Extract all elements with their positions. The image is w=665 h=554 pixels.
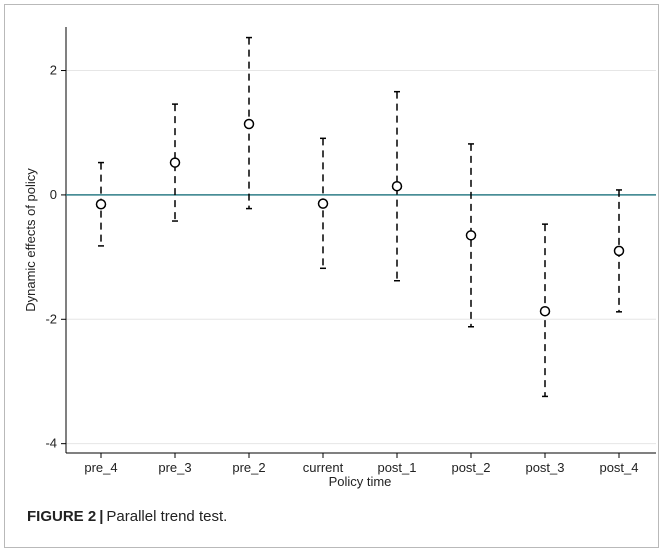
chart: 2 0 -2 -4 pre_4 pre_3 pre_2 current post_1 post_2…	[23, 27, 656, 489]
point-estimate	[317, 198, 329, 209]
point-estimate	[391, 180, 403, 192]
grid-lines	[66, 70, 656, 445]
caption-text: Parallel trend test.	[106, 508, 228, 525]
point-estimate	[539, 305, 551, 317]
tick-labels: 2 0 -2 -4 pre_4 pre_3 pre_2 current post_1 post_2…	[45, 63, 638, 475]
x-tick-label: pre_4	[84, 460, 117, 475]
y-tick-label: 0	[50, 187, 57, 202]
point-estimate	[243, 118, 255, 130]
figure-label: FIGURE 2	[27, 508, 97, 525]
x-tick-label: pre_2	[232, 460, 265, 475]
figure-frame: 2 0 -2 -4 pre_4 pre_3 pre_2 current post_1 post_2…	[4, 4, 659, 548]
x-tick-label: post_3	[525, 460, 564, 475]
x-tick-label: post_4	[599, 460, 638, 475]
x-tick-label: post_1	[377, 460, 416, 475]
y-tick-label: -2	[45, 311, 57, 326]
x-tick-label: current	[303, 460, 344, 475]
point-estimate	[613, 245, 625, 257]
x-tick-label: pre_3	[158, 460, 191, 475]
axes	[61, 27, 656, 458]
point-estimate	[465, 230, 477, 241]
x-tick-label: post_2	[451, 460, 490, 475]
point-estimate	[169, 157, 181, 168]
figure-caption: FIGURE 2 | Parallel trend test.	[27, 508, 227, 525]
y-tick-label: -4	[45, 436, 57, 451]
caption-separator: |	[99, 508, 104, 525]
data-marks	[95, 36, 625, 398]
y-axis-title: Dynamic effects of policy	[23, 168, 38, 312]
x-axis-title: Policy time	[329, 474, 392, 489]
y-tick-label: 2	[50, 63, 57, 78]
point-estimate	[95, 198, 107, 210]
